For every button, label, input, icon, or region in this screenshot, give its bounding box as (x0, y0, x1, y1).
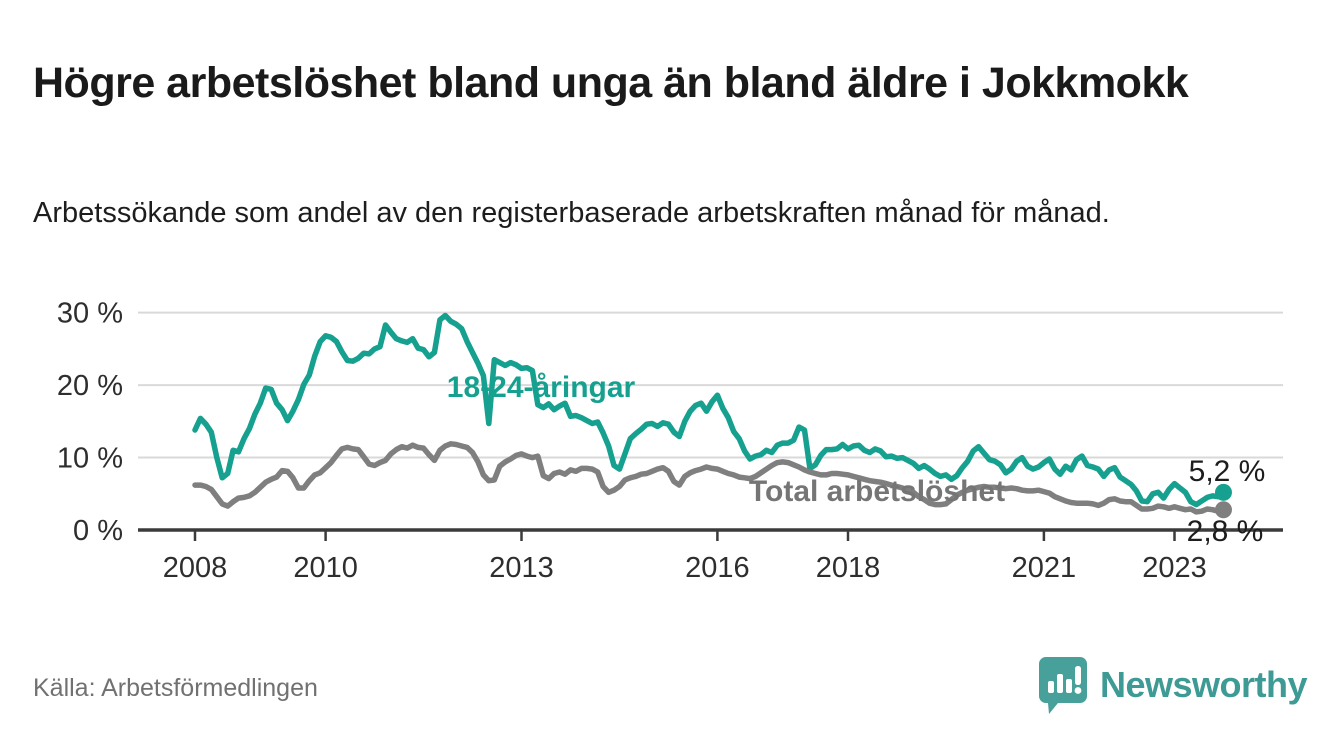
page-title: Högre arbetslöshet bland unga än bland ä… (33, 58, 1189, 107)
newsworthy-logo: Newsworthy (1038, 655, 1308, 715)
y-tick-label: 10 % (57, 443, 123, 475)
x-tick-label: 2023 (1142, 552, 1207, 584)
x-tick-label: 2013 (489, 552, 554, 584)
y-gridlines: 0 % 10 % 20 % 30 % (57, 298, 1283, 547)
end-value-label-total: 2,8 % (1187, 515, 1264, 548)
chart-annotations: 18-24-åringar Total arbetslöshet 5,2 % 2,8 … (447, 371, 1266, 548)
x-tick-label: 2021 (1012, 552, 1077, 584)
end-value-label-youth: 5,2 % (1189, 455, 1266, 488)
x-tick-label: 2016 (685, 552, 750, 584)
series-line-youth (192, 312, 1227, 508)
newsworthy-bubble-chart-icon (1038, 657, 1087, 714)
series-label-total: Total arbetslöshet (749, 475, 1005, 508)
y-tick-label: 30 % (57, 298, 123, 330)
series-label-youth: 18-24-åringar (447, 371, 636, 404)
series-lines (192, 312, 1232, 519)
x-tick-label: 2018 (816, 552, 881, 584)
x-tick-label: 2010 (293, 552, 358, 584)
series-end-dot-total (1214, 501, 1232, 519)
newsworthy-wordmark: Newsworthy (1099, 664, 1308, 705)
y-tick-label: 20 % (57, 370, 123, 402)
page-subtitle: Arbetssökande som andel av den registerb… (33, 197, 1110, 229)
source-note: Källa: Arbetsförmedlingen (33, 674, 318, 702)
y-tick-label: 0 % (73, 515, 123, 547)
series-end-dot-youth (1214, 483, 1232, 501)
x-tick-label: 2008 (163, 552, 228, 584)
series-line-total (192, 441, 1227, 515)
x-axis: 2008 2010 2013 2016 2018 2021 2023 (138, 528, 1283, 584)
